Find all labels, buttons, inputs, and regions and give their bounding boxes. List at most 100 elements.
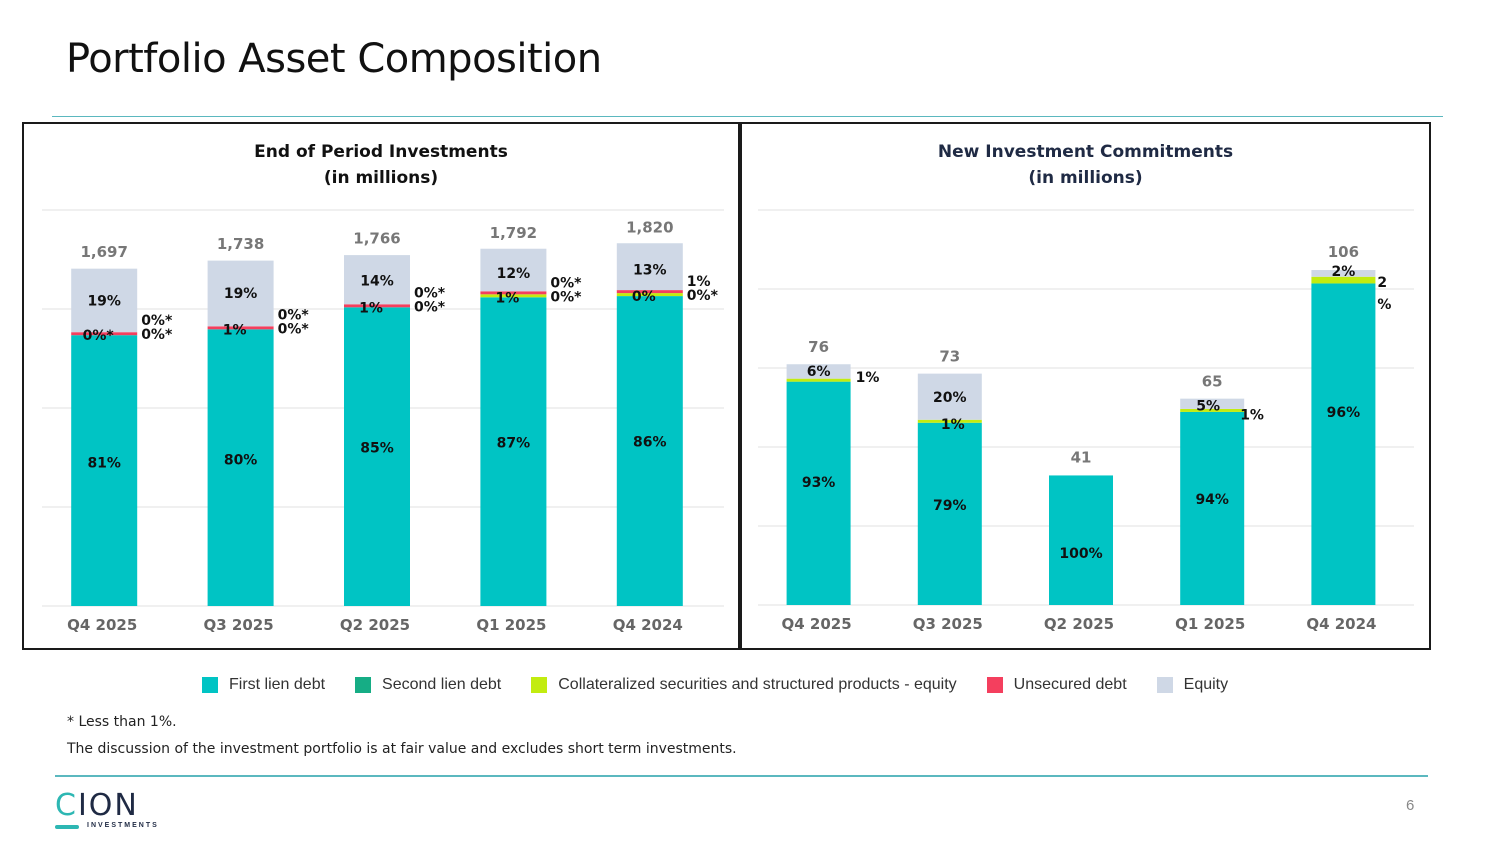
data-label: 0%* (687, 288, 719, 304)
bar-segment (1311, 270, 1376, 277)
data-label: 100% (1059, 546, 1102, 562)
total-label: 41 (1071, 448, 1092, 466)
bar-segment (1311, 283, 1376, 605)
data-label: 19% (87, 293, 121, 309)
legend-swatch (202, 677, 218, 693)
data-label: 96% (1327, 405, 1361, 421)
data-label: 0%* (141, 327, 173, 343)
total-label: 1,738 (217, 235, 264, 253)
legend-item: Equity (1156, 676, 1228, 694)
bar-segment (1180, 408, 1245, 412)
total-label: 76 (808, 338, 829, 356)
data-label: 0%* (278, 321, 310, 337)
bar-segment (616, 293, 683, 297)
data-label: 80% (224, 452, 258, 468)
bar-segment (786, 378, 851, 382)
category-label: Q4 2025 (67, 616, 137, 634)
total-label: 1,820 (626, 219, 673, 237)
bar-segment (71, 332, 138, 336)
bar-segment (616, 296, 683, 606)
bar-segment (1180, 398, 1245, 409)
chart-title: End of Period Investments (254, 142, 508, 162)
bar-segment (344, 255, 410, 305)
bar-segment (207, 329, 274, 606)
legend-label: Collateralized securities and structured… (558, 676, 957, 693)
data-label: 1% (856, 370, 880, 386)
legend-item: First lien debt (202, 676, 325, 694)
chart-subtitle: (in millions) (324, 168, 438, 188)
data-label: 93% (802, 475, 836, 491)
data-label: 81% (87, 455, 121, 471)
end-of-period-investments-panel: End of Period Investments (in millions) 1,… (22, 122, 740, 650)
data-label: 1% (223, 322, 247, 338)
legend-label: Second lien debt (382, 676, 502, 693)
data-label: 1% (359, 300, 383, 316)
data-label: 0%* (141, 313, 173, 329)
bar-segment (1049, 475, 1113, 605)
footnote-less-than: * Less than 1%. (67, 714, 177, 730)
bar-segment (344, 304, 410, 308)
data-label: 0%* (550, 289, 582, 305)
legend-label: First lien debt (229, 676, 326, 693)
data-label: 0%* (414, 285, 446, 301)
cion-logo: CION INVESTMENTS (55, 788, 165, 834)
bar-segment (480, 291, 547, 295)
bar-segment (1311, 276, 1376, 284)
data-label: 13% (633, 262, 667, 278)
page-number: 6 (1406, 797, 1415, 814)
bar-segment (917, 373, 982, 420)
data-label: 85% (360, 441, 394, 457)
data-label: 12% (497, 266, 531, 282)
total-label: 1,792 (490, 224, 537, 242)
category-label: Q4 2024 (613, 616, 683, 634)
category-label: Q2 2025 (340, 616, 410, 634)
data-label: 6% (807, 364, 831, 380)
data-label: 87% (497, 435, 531, 451)
bar-segment (616, 243, 683, 291)
end-of-period-investments-chart: End of Period Investments (in millions) 1,… (42, 142, 724, 634)
legend-swatch (1156, 677, 1173, 693)
data-label: 2% (1332, 264, 1356, 280)
data-label: 0% (632, 289, 656, 305)
total-label: 1,697 (80, 243, 127, 261)
bar-segment (207, 260, 274, 327)
bar-segment (480, 297, 547, 606)
bar-segment (786, 381, 851, 605)
data-label: 94% (1195, 492, 1229, 508)
data-label: 0%* (83, 328, 115, 344)
legend-item: Second lien debt (355, 676, 501, 694)
total-label: 65 (1202, 373, 1223, 391)
data-label: 1% (687, 274, 711, 290)
logo-wordmark: CION (55, 788, 139, 823)
new-investment-commitments-chart: New Investment Commitments (in millions) 7… (758, 142, 1414, 633)
bar-segment (1180, 411, 1245, 605)
category-label: Q4 2025 (782, 615, 852, 633)
bar-segment (616, 290, 683, 294)
bar-segment (71, 268, 138, 333)
bar-segment (917, 422, 982, 605)
legend-swatch (355, 677, 372, 693)
legend-item: Collateralized securities and structured… (531, 676, 957, 694)
data-label: 0%* (550, 275, 582, 291)
bar-segment (71, 335, 138, 606)
data-label: 2 (1377, 275, 1387, 291)
data-label: 79% (933, 498, 967, 514)
chart-title: New Investment Commitments (938, 142, 1233, 162)
total-label: 73 (939, 347, 960, 365)
data-label: 86% (633, 435, 667, 451)
logo-subtitle: INVESTMENTS (87, 822, 159, 829)
data-label: 14% (360, 273, 394, 289)
data-label: 20% (933, 390, 967, 406)
data-label: 0%* (278, 307, 310, 323)
total-label: 1,766 (353, 229, 400, 247)
bar-segment (480, 294, 547, 298)
data-label: 1% (1240, 408, 1264, 424)
bar-segment (480, 248, 547, 292)
legend-item: Unsecured debt (986, 676, 1127, 694)
category-label: Q3 2025 (204, 616, 274, 634)
title-divider (52, 116, 1443, 117)
bar-segment (917, 419, 982, 423)
data-label: 19% (224, 286, 258, 302)
data-label: 1% (941, 417, 965, 433)
chart-legend: First lien debt Second lien debt Collatera… (202, 676, 1258, 694)
